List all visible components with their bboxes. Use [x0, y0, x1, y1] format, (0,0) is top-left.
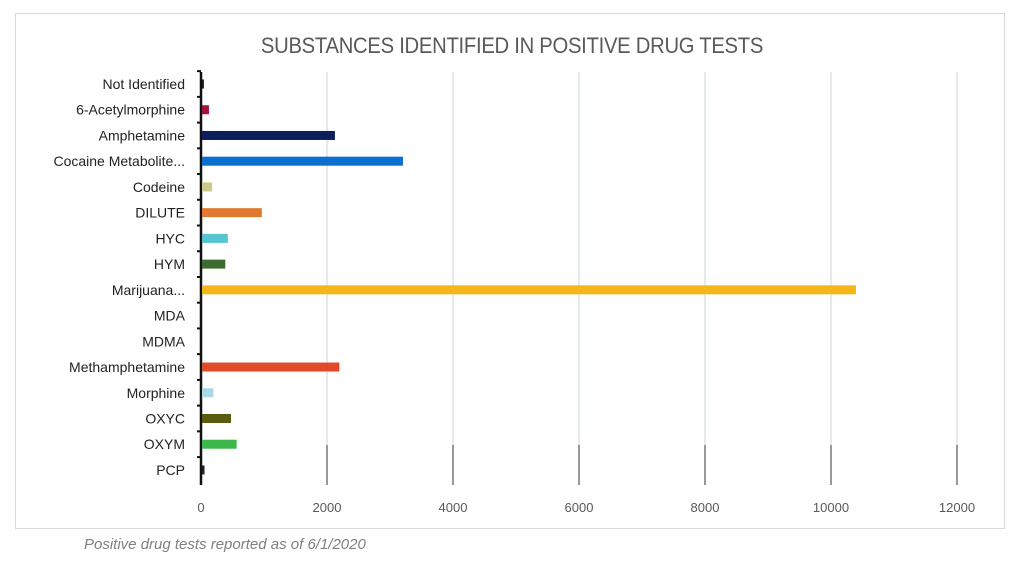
- bar: [202, 388, 214, 398]
- x-tick-label: 0: [197, 500, 204, 515]
- category-label: Morphine: [127, 385, 186, 401]
- category-label: Amphetamine: [99, 127, 186, 143]
- category-label: DILUTE: [135, 205, 185, 221]
- bar: [202, 285, 856, 295]
- category-label: HYM: [154, 256, 185, 272]
- bar: [202, 208, 262, 218]
- category-label: 6-Acetylmorphine: [76, 102, 185, 118]
- x-tick-label: 2000: [313, 500, 342, 515]
- x-tick-label: 10000: [813, 500, 849, 515]
- bar: [202, 105, 209, 115]
- x-tick-label: 8000: [691, 500, 720, 515]
- bar: [202, 439, 237, 449]
- category-label: Methamphetamine: [69, 359, 185, 375]
- chart-title: SUBSTANCES IDENTIFIED IN POSITIVE DRUG T…: [260, 33, 764, 58]
- chart-frame: [15, 13, 1005, 529]
- bar: [202, 259, 226, 269]
- category-label: Codeine: [133, 179, 185, 195]
- x-tick-label: 6000: [565, 500, 594, 515]
- x-tick-label: 12000: [939, 500, 975, 515]
- bar: [202, 465, 205, 475]
- bar: [202, 413, 231, 423]
- category-label: OXYM: [144, 436, 185, 452]
- bar: [202, 79, 204, 89]
- category-label: Not Identified: [103, 76, 186, 92]
- category-label: MDA: [154, 308, 186, 324]
- category-label: Marijuana...: [112, 282, 185, 298]
- category-label: Cocaine Metabolite...: [53, 153, 185, 169]
- bar: [202, 156, 403, 166]
- category-label: PCP: [156, 462, 185, 478]
- bar: [202, 233, 228, 243]
- bar: [202, 362, 340, 372]
- category-label: MDMA: [142, 333, 185, 349]
- x-tick-label: 4000: [439, 500, 468, 515]
- category-label: OXYC: [145, 410, 185, 426]
- chart-caption: Positive drug tests reported as of 6/1/2…: [84, 536, 366, 553]
- category-label: HYC: [155, 230, 185, 246]
- bar: [202, 130, 335, 140]
- bar: [202, 182, 213, 192]
